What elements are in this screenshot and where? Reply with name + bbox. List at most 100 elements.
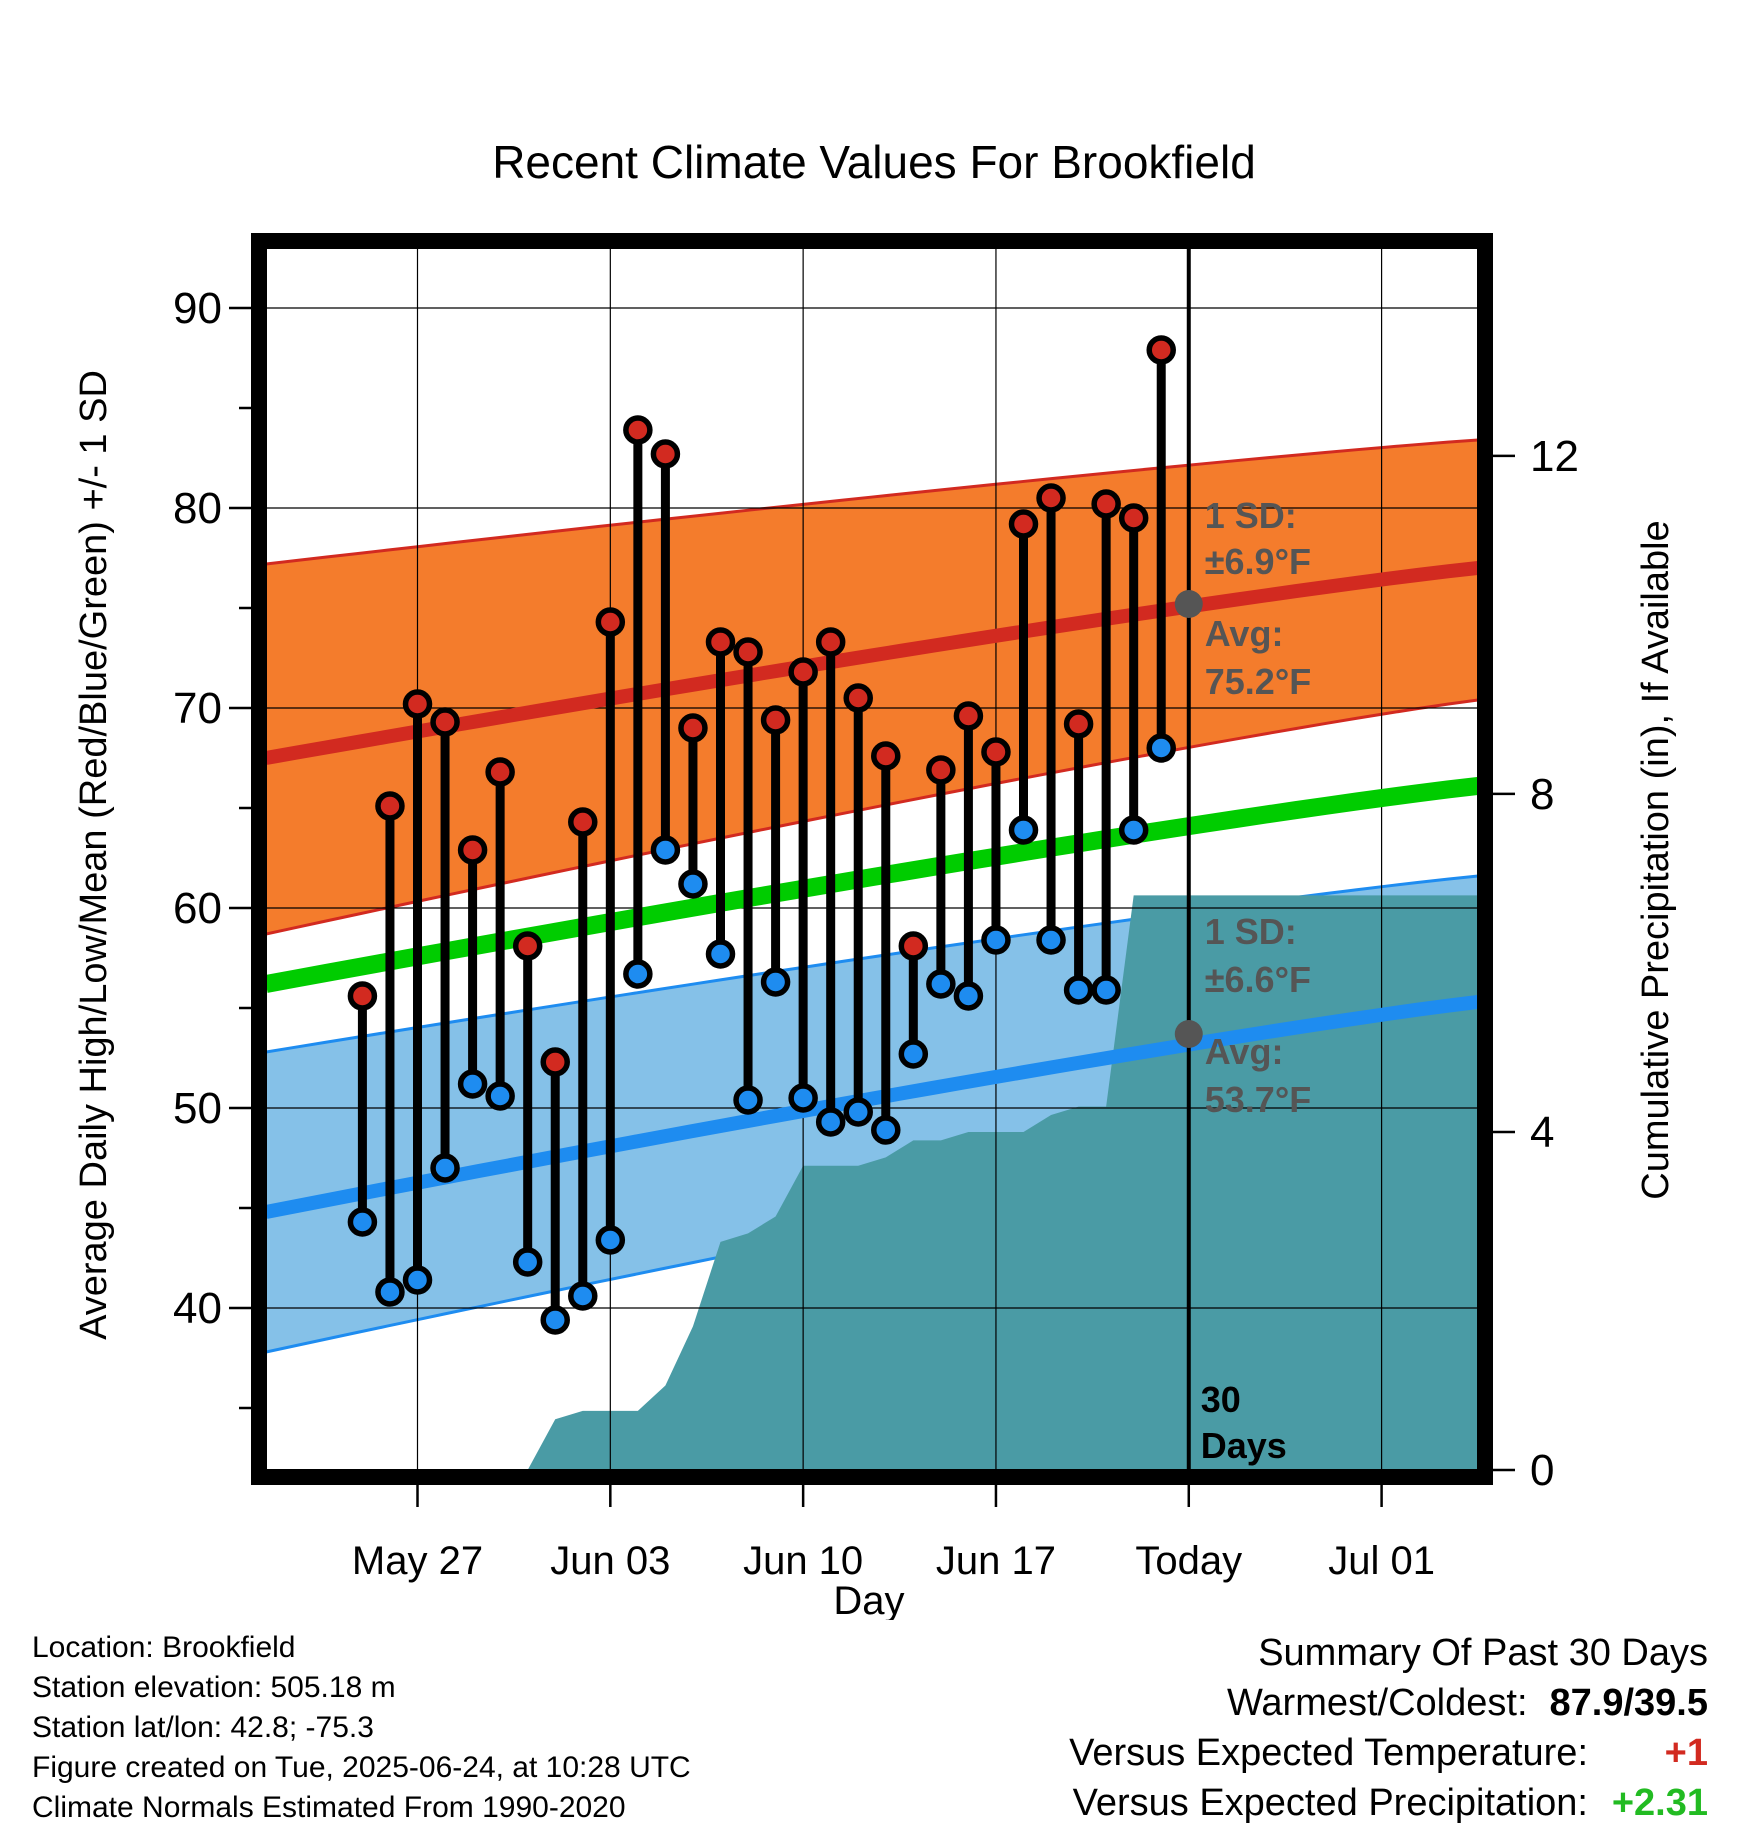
low-sd-label: 1 SD: <box>1205 911 1297 952</box>
low-point <box>733 1085 763 1115</box>
summary-heading: Summary Of Past 30 Days <box>1258 1632 1708 1674</box>
low-point <box>871 1115 901 1145</box>
high-normal-line <box>266 561 1478 765</box>
high-avg-today-marker <box>1174 590 1203 618</box>
y2-axis-label: Cumulative Precipitation (in), If Availa… <box>1635 520 1677 1199</box>
created-text: Figure created on Tue, 2025-06-24, at 10… <box>32 1751 691 1784</box>
warmest-value: 87.9/39.5 <box>1549 1682 1708 1724</box>
x-tick-label: Jun 17 <box>936 1539 1056 1583</box>
high-point <box>457 835 488 865</box>
low-avg-today-marker <box>1174 1020 1203 1048</box>
mean-normal-line <box>266 777 1478 993</box>
y2-tick-label: 12 <box>1530 432 1579 481</box>
high-point <box>981 737 1011 767</box>
plot-frame <box>251 233 1493 1485</box>
plot-border <box>251 233 1493 1485</box>
climate-chart: Recent Climate Values For Brookfield 1 S… <box>73 136 1677 1620</box>
low-point <box>788 1083 818 1113</box>
low-point <box>1118 815 1149 845</box>
low-point <box>402 1265 433 1295</box>
low-point <box>568 1281 598 1311</box>
high-point <box>485 757 515 787</box>
high-point <box>1063 709 1094 739</box>
gridlines <box>266 248 1478 1470</box>
low-sd-value: ±6.6°F <box>1205 959 1311 1000</box>
station-info: Location: Brookfield Station elevation: … <box>32 1628 691 1828</box>
high-point <box>650 439 681 469</box>
high-avg-label: Avg: <box>1205 613 1284 654</box>
y-tick-label: 50 <box>173 1084 222 1133</box>
high-sd-label: 1 SD: <box>1205 495 1297 536</box>
daily-points <box>347 335 1176 1335</box>
y-tick-label: 80 <box>173 484 222 533</box>
low-point <box>595 1225 626 1255</box>
low-point <box>760 967 791 997</box>
high-point <box>1118 503 1149 533</box>
low-point <box>815 1107 846 1137</box>
summary-panel: Summary Of Past 30 Days Warmest/Coldest:… <box>1069 1628 1708 1828</box>
low-point <box>705 939 736 969</box>
period-unit: Days <box>1201 1425 1287 1466</box>
temp-label: Versus Expected Temperature: <box>1069 1732 1588 1774</box>
y-tick-label: 60 <box>173 884 222 933</box>
elevation-text: Station elevation: 505.18 m <box>32 1671 396 1704</box>
y-tick-label: 90 <box>173 284 222 333</box>
warmest-row: Warmest/Coldest: 87.9/39.5 <box>1069 1678 1708 1728</box>
high-point <box>402 689 433 719</box>
low-point <box>678 869 708 899</box>
high-point <box>1008 509 1039 539</box>
x-tick-label: May 27 <box>352 1539 483 1583</box>
location-text: Location: Brookfield <box>32 1631 296 1664</box>
low-point <box>926 969 956 999</box>
low-point <box>347 1207 378 1237</box>
low-avg-label: Avg: <box>1205 1031 1284 1072</box>
annotations: 1 SD: ±6.9°F Avg: 75.2°F 1 SD: ±6.6°F Avg: 53.7… <box>1174 495 1311 1466</box>
high-sd-band-upper-edge <box>266 438 1478 566</box>
y-tick-label: 40 <box>173 1284 222 1333</box>
high-point <box>623 415 653 445</box>
low-point <box>981 925 1011 955</box>
high-point <box>595 607 626 637</box>
chart-title: Recent Climate Values For Brookfield <box>492 136 1256 188</box>
normal-lines <box>266 561 1478 1219</box>
temp-value: +1 <box>1664 1732 1708 1774</box>
high-sd-band <box>266 440 1478 934</box>
x-tick-label: Jun 10 <box>743 1539 863 1583</box>
high-sd-band-lower-edge <box>266 698 1478 936</box>
low-point <box>375 1277 405 1307</box>
high-point <box>871 741 901 771</box>
normals-text: Climate Normals Estimated From 1990-2020 <box>32 1791 626 1824</box>
low-point <box>540 1305 570 1335</box>
high-point <box>788 657 818 687</box>
daily-range-stems <box>357 350 1166 1320</box>
high-sd-value: ±6.9°F <box>1205 541 1311 582</box>
x-tick-label: Today <box>1135 1539 1242 1583</box>
y2-tick-label: 0 <box>1530 1446 1554 1495</box>
warmest-label: Warmest/Coldest: <box>1226 1682 1528 1724</box>
high-point <box>953 701 984 731</box>
high-point <box>347 981 378 1011</box>
high-point <box>760 705 791 735</box>
precip-row: Versus Expected Precipitation: +2.31 <box>1069 1778 1708 1828</box>
low-point <box>485 1081 515 1111</box>
temp-row: Versus Expected Temperature: +1 <box>1069 1728 1708 1778</box>
low-point <box>898 1039 929 1069</box>
low-point <box>430 1153 460 1183</box>
x-axis-label: Day <box>833 1579 904 1620</box>
low-point <box>623 959 653 989</box>
y-tick-label: 70 <box>173 684 222 733</box>
low-point <box>1036 925 1066 955</box>
x-tick-label: Jun 03 <box>550 1539 670 1583</box>
high-point <box>843 683 873 713</box>
high-point <box>1091 489 1121 519</box>
low-point <box>512 1247 543 1277</box>
axes: 40 50 60 70 80 90 0 4 8 12 May 27 Jun 03 Jun 10 Jun 1… <box>173 284 1579 1583</box>
high-point <box>926 755 956 785</box>
high-point <box>705 627 736 657</box>
y2-tick-label: 4 <box>1530 1108 1554 1157</box>
low-point <box>843 1097 873 1127</box>
precip-value: +2.31 <box>1611 1782 1708 1824</box>
low-point <box>953 981 984 1011</box>
high-point <box>430 707 460 737</box>
high-point <box>1146 335 1176 365</box>
